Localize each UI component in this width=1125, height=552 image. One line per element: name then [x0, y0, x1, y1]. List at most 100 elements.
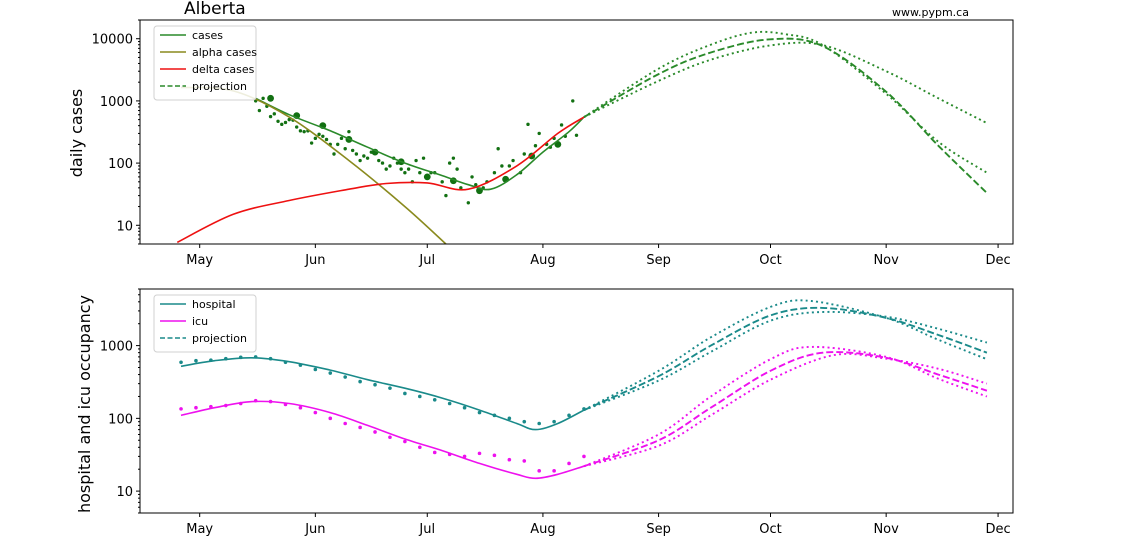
daily-case-point — [526, 122, 530, 127]
daily-case-point — [421, 156, 426, 160]
daily-case-point — [384, 167, 388, 171]
icu-data-point — [313, 410, 318, 415]
daily-case-point — [343, 147, 347, 151]
daily-case-point — [559, 123, 564, 127]
legend-label: hospital — [192, 298, 236, 311]
series-line-band-5 — [583, 351, 988, 468]
y-tick-label: 1000 — [100, 340, 133, 355]
x-tick-label: Oct — [759, 253, 781, 268]
x-tick-label: May — [186, 253, 213, 268]
series-line-band-7 — [583, 352, 988, 468]
hospital-data-point — [432, 397, 437, 402]
weekly-case-point — [267, 94, 274, 102]
legend-label: projection — [192, 332, 247, 345]
icu-data-point — [343, 421, 347, 426]
daily-case-point — [332, 152, 336, 156]
series-line-band-3 — [583, 299, 988, 411]
daily-case-point — [358, 158, 362, 163]
legend-label: projection — [192, 80, 247, 93]
series-line-projection-3 — [583, 37, 988, 194]
hospital-data-point — [462, 405, 467, 410]
daily-case-point — [354, 152, 359, 156]
daily-case-point — [399, 167, 403, 171]
series-line-cases-0 — [255, 97, 585, 191]
x-tick-label: Nov — [873, 522, 899, 537]
plot-area — [179, 299, 988, 480]
daily-case-point — [533, 144, 538, 148]
y-tick-label: 10 — [116, 219, 133, 234]
hospital-data-point — [477, 410, 482, 415]
daily-case-point — [272, 112, 277, 116]
hospital-data-point — [507, 416, 512, 421]
daily-case-point — [522, 152, 526, 156]
hospital-data-point — [179, 360, 183, 365]
hospital-data-point — [313, 367, 318, 372]
legend-label: alpha cases — [192, 46, 257, 59]
hospital-data-point — [194, 358, 198, 363]
chart-title: Alberta — [184, 0, 246, 19]
daily-case-point — [474, 182, 478, 187]
series-line-hospital-0 — [180, 356, 585, 431]
credit-text: www.pypm.ca — [892, 6, 969, 19]
daily-case-point — [451, 156, 456, 160]
x-tick-label: Jul — [418, 253, 435, 268]
icu-data-point — [298, 405, 303, 410]
daily-case-point — [268, 114, 273, 119]
daily-case-point — [496, 147, 500, 151]
legend-label: icu — [192, 315, 208, 328]
series-line-projection-2 — [583, 306, 988, 411]
series-line-band-4 — [583, 310, 988, 411]
axes-frame — [139, 288, 1014, 514]
daily-case-point — [309, 141, 314, 145]
cases-panel: May Jun Jul Aug Sep Oct Nov Dec 10 100 1000 10000 ca… — [92, 19, 1014, 268]
daily-case-point — [507, 164, 512, 168]
legend-label: cases — [192, 29, 223, 42]
hospital-data-point — [373, 382, 377, 387]
daily-case-point — [492, 171, 497, 175]
x-tick-label: Aug — [530, 522, 555, 537]
daily-case-point — [261, 96, 265, 101]
daily-case-point — [377, 158, 381, 163]
x-tick-label: Jun — [304, 522, 325, 537]
y-tick-label: 10000 — [92, 33, 133, 48]
icu-data-point — [388, 435, 392, 440]
hospital-data-point — [328, 371, 333, 375]
hospital-data-point — [552, 419, 556, 424]
icu-data-point — [373, 430, 377, 434]
series-line-delta-cases-2 — [176, 116, 585, 244]
daily-case-point — [324, 137, 329, 142]
x-tick-label: Dec — [985, 253, 1010, 268]
x-tick-label: May — [186, 522, 213, 537]
daily-case-point — [414, 158, 418, 163]
daily-case-point — [283, 120, 288, 125]
icu-data-point — [522, 459, 527, 463]
daily-case-point — [317, 132, 321, 137]
daily-case-point — [537, 131, 541, 136]
icu-data-point — [567, 461, 571, 466]
icu-data-point — [507, 457, 512, 462]
y-tick-label: 1000 — [100, 95, 133, 110]
daily-case-point — [302, 129, 306, 134]
daily-case-point — [350, 148, 355, 153]
daily-case-point — [276, 119, 280, 123]
hospital-data-point — [343, 375, 347, 379]
daily-case-point — [380, 161, 385, 165]
daily-case-point — [447, 161, 452, 165]
x-tick-label: Nov — [873, 253, 899, 268]
hospital-data-point — [522, 419, 527, 424]
x-tick-label: Aug — [530, 253, 555, 268]
icu-data-point — [403, 439, 407, 444]
y-tick-label: 100 — [108, 157, 133, 172]
daily-case-point — [313, 136, 318, 141]
plot-area — [176, 30, 988, 244]
cases-y-axis-label: daily cases — [67, 89, 86, 178]
series-line-band-4 — [583, 30, 988, 174]
daily-case-point — [571, 99, 575, 103]
daily-case-point — [406, 167, 411, 171]
daily-case-point — [298, 129, 303, 133]
icu-data-point — [179, 407, 183, 411]
series-line-band-6 — [583, 345, 988, 468]
daily-case-point — [444, 193, 448, 198]
icu-data-point — [418, 445, 422, 450]
